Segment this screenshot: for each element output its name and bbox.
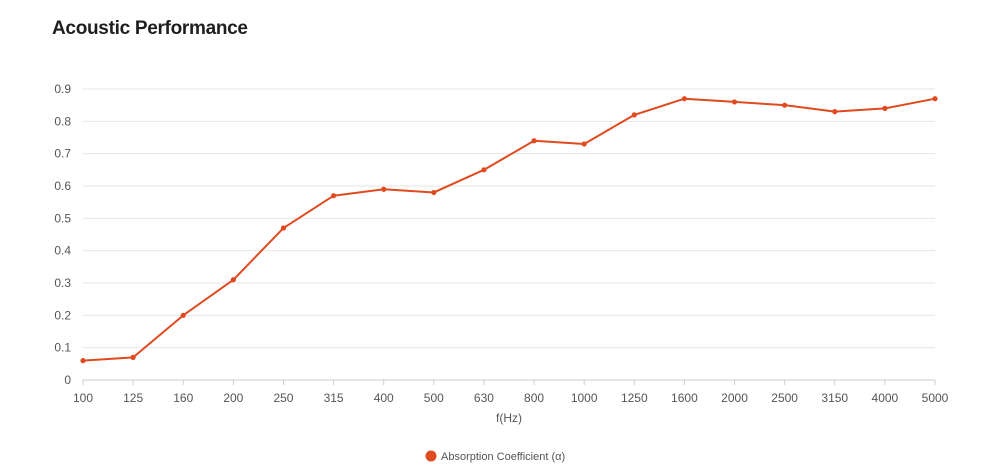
- data-point[interactable]: [832, 109, 838, 115]
- data-point[interactable]: [631, 112, 637, 118]
- x-tick-label: 400: [374, 391, 394, 405]
- y-tick-label: 0: [64, 373, 71, 387]
- data-point[interactable]: [431, 189, 437, 196]
- x-tick-label: 1600: [671, 391, 698, 405]
- data-point[interactable]: [681, 96, 688, 102]
- x-tick-label: 250: [273, 391, 293, 405]
- y-tick-label: 0.3: [54, 276, 71, 290]
- x-tick-label: 5000: [922, 391, 949, 405]
- tick-labels: 0 0.1 0.2 0.3 0.4 0.5 0.6 0.7 0.8 0.9 100 125 160 200…: [54, 82, 948, 405]
- axes: [82, 379, 936, 385]
- data-point[interactable]: [531, 138, 537, 144]
- y-tick-label: 0.1: [54, 341, 71, 355]
- x-tick-label: 500: [424, 391, 444, 405]
- x-tick-label: 800: [524, 391, 544, 405]
- data-point[interactable]: [731, 99, 738, 105]
- x-tick-label: 125: [123, 391, 143, 405]
- data-point[interactable]: [230, 277, 236, 283]
- y-tick-label: 0.5: [54, 211, 71, 225]
- x-tick-label: 1000: [571, 391, 598, 405]
- data-point[interactable]: [280, 225, 287, 231]
- data-point[interactable]: [381, 186, 387, 192]
- x-tick-label: 1250: [621, 391, 648, 405]
- data-point[interactable]: [330, 193, 337, 199]
- data-point[interactable]: [180, 312, 186, 318]
- data-point[interactable]: [481, 167, 487, 173]
- chart-title: Acoustic Performance: [52, 18, 248, 39]
- data-point[interactable]: [932, 96, 938, 102]
- y-tick-label: 0.7: [54, 147, 71, 161]
- data-point[interactable]: [80, 358, 86, 364]
- x-tick-label: 315: [324, 391, 344, 405]
- x-tick-label: 2000: [721, 391, 748, 405]
- data-point[interactable]: [782, 102, 788, 108]
- legend[interactable]: Absorption Coefficient (α): [425, 450, 566, 464]
- grid-lines: [83, 88, 935, 349]
- y-tick-label: 0.2: [54, 308, 71, 322]
- x-tick-label: 200: [223, 391, 243, 405]
- y-tick-label: 0.8: [54, 114, 71, 128]
- data-point[interactable]: [882, 105, 888, 111]
- legend-marker: [425, 450, 437, 462]
- x-tick-label: 630: [474, 391, 494, 405]
- x-tick-label: 4000: [872, 391, 899, 405]
- x-tick-label: 160: [173, 391, 193, 405]
- y-tick-label: 0.4: [54, 244, 71, 258]
- x-tick-label: 100: [73, 391, 93, 405]
- legend-label: Absorption Coefficient (α): [441, 451, 565, 463]
- series-line: [82, 97, 936, 362]
- x-tick-label: 2500: [771, 391, 798, 405]
- series-absorption: [80, 96, 938, 364]
- data-point[interactable]: [581, 141, 587, 147]
- x-tick-label: 3150: [821, 391, 848, 405]
- data-point[interactable]: [130, 354, 136, 360]
- y-tick-label: 0.6: [54, 179, 71, 193]
- y-tick-label: 0.9: [54, 82, 71, 96]
- x-axis-title: f(Hz): [496, 411, 522, 425]
